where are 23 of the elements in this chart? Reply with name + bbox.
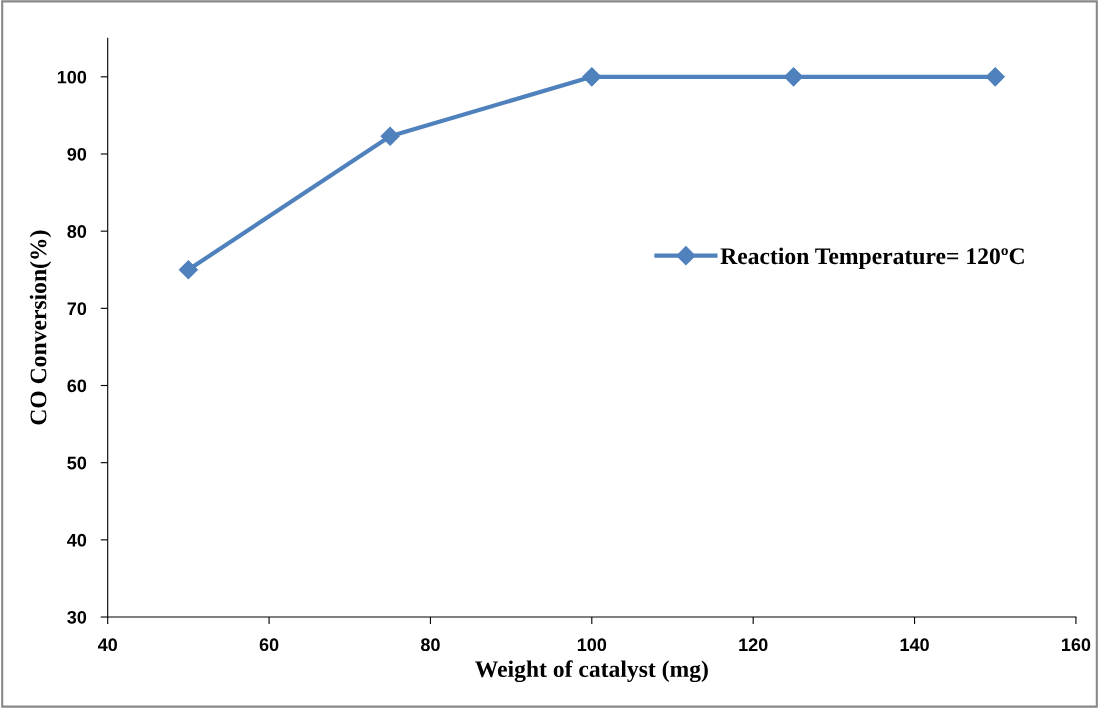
point xyxy=(178,260,198,280)
y-tick-label: 30 xyxy=(67,610,87,624)
point xyxy=(985,67,1005,87)
x-tick-label: 80 xyxy=(420,638,440,652)
legend-label: Reaction Temperature= 120ºC xyxy=(720,247,1024,269)
y-tick-label: 80 xyxy=(67,225,87,238)
y-axis-title: CO Conversion(%) xyxy=(29,230,52,425)
y-tick-label: 50 xyxy=(67,456,87,470)
x-tick-label: 160 xyxy=(1062,638,1091,652)
y-tick-label: 90 xyxy=(67,147,87,161)
y-tick-label: 100 xyxy=(57,70,87,84)
point xyxy=(380,126,400,146)
point xyxy=(783,67,804,87)
y-tick-label: 60 xyxy=(67,379,87,393)
x-axis-title: Weight of catalyst (mg) xyxy=(475,660,708,683)
x-tick-label: 120 xyxy=(739,638,768,652)
y-tick-label: 70 xyxy=(67,302,87,316)
x-tick-label: 100 xyxy=(577,638,607,652)
y-tick-label: 40 xyxy=(67,533,87,547)
x-tick-label: 140 xyxy=(900,638,929,652)
x-tick-label: 40 xyxy=(97,638,117,652)
x-tick-label: 60 xyxy=(259,638,279,652)
point xyxy=(582,67,602,87)
